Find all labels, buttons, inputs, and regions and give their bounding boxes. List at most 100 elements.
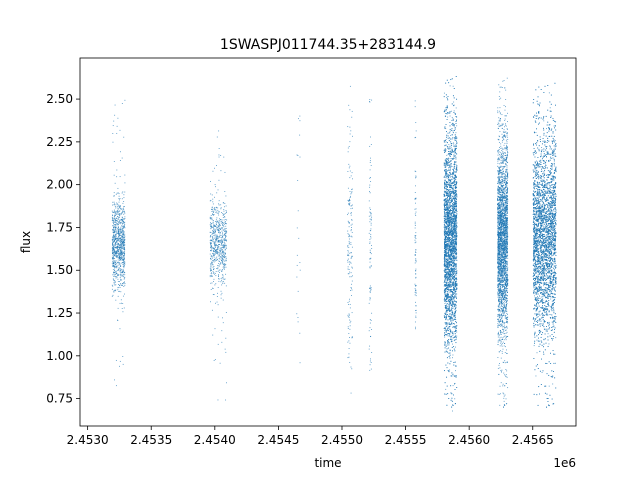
data-point bbox=[371, 244, 372, 246]
data-point bbox=[452, 203, 454, 205]
data-point bbox=[448, 148, 450, 149]
data-point bbox=[444, 166, 446, 168]
data-point bbox=[212, 201, 214, 203]
data-point bbox=[115, 231, 117, 233]
data-point bbox=[351, 204, 353, 206]
data-point bbox=[415, 208, 417, 210]
data-point bbox=[120, 266, 121, 267]
data-point bbox=[112, 285, 114, 287]
data-point bbox=[453, 281, 454, 283]
data-point bbox=[448, 307, 450, 308]
data-point bbox=[454, 228, 456, 230]
data-point bbox=[113, 243, 115, 245]
data-point bbox=[122, 230, 123, 232]
data-point bbox=[112, 230, 114, 232]
data-point bbox=[347, 246, 349, 248]
data-point bbox=[450, 135, 452, 136]
data-point bbox=[216, 259, 217, 261]
data-point bbox=[349, 319, 351, 321]
data-point bbox=[116, 169, 118, 171]
data-point bbox=[115, 227, 117, 229]
data-point bbox=[452, 303, 454, 305]
data-point bbox=[371, 248, 373, 249]
data-point bbox=[453, 241, 455, 243]
data-point bbox=[112, 244, 114, 246]
data-point bbox=[454, 137, 456, 139]
data-point bbox=[222, 262, 224, 264]
data-point bbox=[225, 266, 227, 268]
data-point bbox=[118, 224, 119, 226]
data-point bbox=[454, 201, 456, 203]
data-point bbox=[221, 228, 223, 230]
data-point bbox=[112, 264, 114, 266]
data-point bbox=[456, 280, 457, 282]
data-point bbox=[446, 98, 448, 100]
data-point bbox=[451, 372, 453, 374]
data-point bbox=[446, 223, 448, 225]
data-point bbox=[453, 197, 455, 199]
data-point bbox=[447, 293, 449, 295]
data-point bbox=[115, 220, 117, 222]
data-point bbox=[216, 256, 218, 258]
data-point bbox=[121, 228, 123, 230]
data-point bbox=[120, 274, 122, 276]
data-point bbox=[347, 214, 349, 216]
data-point bbox=[297, 317, 299, 318]
data-point bbox=[222, 274, 224, 276]
data-point bbox=[446, 225, 448, 227]
data-point bbox=[452, 240, 454, 242]
data-point bbox=[449, 158, 451, 160]
data-point bbox=[221, 252, 223, 254]
data-point bbox=[369, 249, 371, 251]
data-point bbox=[299, 120, 301, 122]
data-point bbox=[221, 242, 223, 244]
data-point bbox=[371, 216, 373, 218]
data-point bbox=[454, 365, 456, 367]
data-point bbox=[218, 241, 220, 243]
data-point bbox=[450, 284, 452, 286]
data-point bbox=[453, 304, 455, 306]
data-point bbox=[122, 311, 124, 313]
data-point bbox=[121, 225, 122, 227]
data-point bbox=[216, 296, 218, 297]
data-point bbox=[452, 188, 454, 190]
data-point bbox=[214, 230, 216, 232]
data-point bbox=[112, 254, 114, 256]
data-point bbox=[122, 259, 123, 261]
data-point bbox=[447, 305, 449, 307]
data-point bbox=[212, 294, 214, 295]
data-point bbox=[347, 341, 349, 343]
data-point bbox=[349, 322, 351, 324]
data-point bbox=[209, 240, 211, 242]
data-point bbox=[214, 258, 216, 260]
data-point bbox=[213, 252, 215, 254]
data-point bbox=[213, 225, 215, 227]
data-point bbox=[445, 307, 447, 309]
data-point bbox=[212, 220, 214, 222]
data-point bbox=[214, 232, 216, 234]
data-point bbox=[114, 210, 116, 212]
data-point bbox=[443, 214, 445, 216]
data-point bbox=[114, 104, 116, 106]
data-point bbox=[122, 219, 124, 221]
data-point bbox=[454, 221, 455, 222]
data-point bbox=[299, 115, 301, 117]
data-point bbox=[218, 272, 220, 273]
data-point bbox=[369, 290, 371, 292]
data-point bbox=[120, 237, 122, 239]
data-point bbox=[444, 259, 446, 260]
data-point bbox=[447, 194, 449, 196]
data-point bbox=[224, 278, 226, 280]
data-point bbox=[452, 225, 454, 227]
data-point bbox=[452, 385, 454, 387]
data-point bbox=[450, 308, 452, 310]
data-point bbox=[348, 313, 350, 315]
data-point bbox=[453, 209, 454, 210]
data-point bbox=[112, 264, 114, 266]
data-point bbox=[449, 316, 451, 318]
data-point bbox=[451, 316, 453, 318]
data-point bbox=[121, 239, 123, 241]
data-point bbox=[445, 219, 447, 221]
data-point bbox=[210, 234, 211, 236]
data-point bbox=[121, 212, 123, 214]
